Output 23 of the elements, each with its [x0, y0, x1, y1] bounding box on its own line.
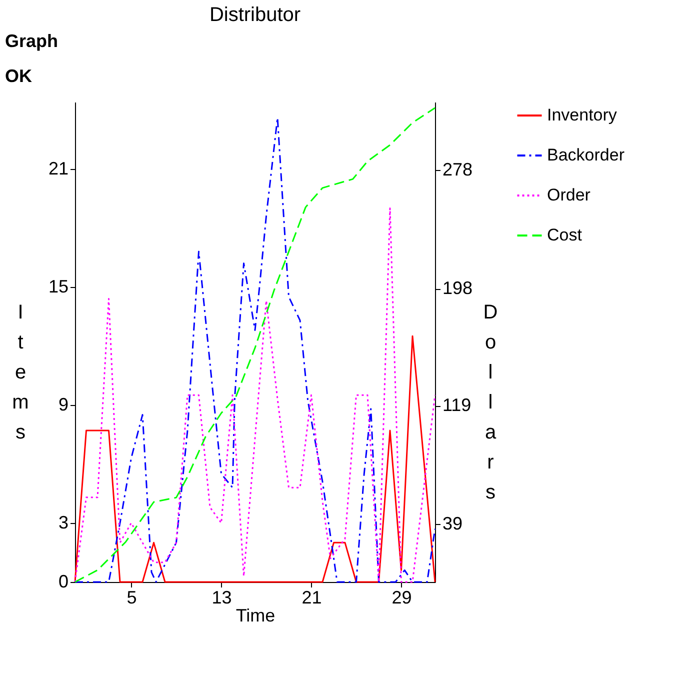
x-axis-title: Time	[236, 606, 276, 626]
x-tick-label: 5	[126, 588, 137, 608]
y-tick-label: 9	[58, 394, 68, 414]
legend-label: Cost	[547, 226, 582, 244]
y2-axis-title: Dollars	[483, 302, 498, 504]
text: OK	[5, 66, 32, 86]
legend-label: Inventory	[547, 106, 618, 124]
x-tick-label: 29	[392, 588, 412, 608]
y2-tick-label: 39	[442, 514, 463, 534]
x-tick-label: 13	[212, 588, 232, 608]
y2-tick-label: 119	[442, 395, 472, 416]
legend-label: Order	[547, 186, 591, 204]
legend-label: Backorder	[547, 146, 625, 164]
x-tick-label: 21	[302, 588, 322, 608]
y-axis-title: Items	[12, 302, 29, 444]
y-tick-label: 21	[48, 158, 68, 178]
y-tick-label: 3	[58, 512, 68, 532]
y2-tick-label: 198	[442, 278, 473, 298]
text: Graph	[5, 31, 58, 51]
y-tick-label: 0	[58, 572, 68, 592]
y2-tick-label: 278	[442, 160, 473, 180]
chart-title: Distributor	[209, 4, 301, 26]
y-tick-label: 15	[48, 276, 68, 296]
